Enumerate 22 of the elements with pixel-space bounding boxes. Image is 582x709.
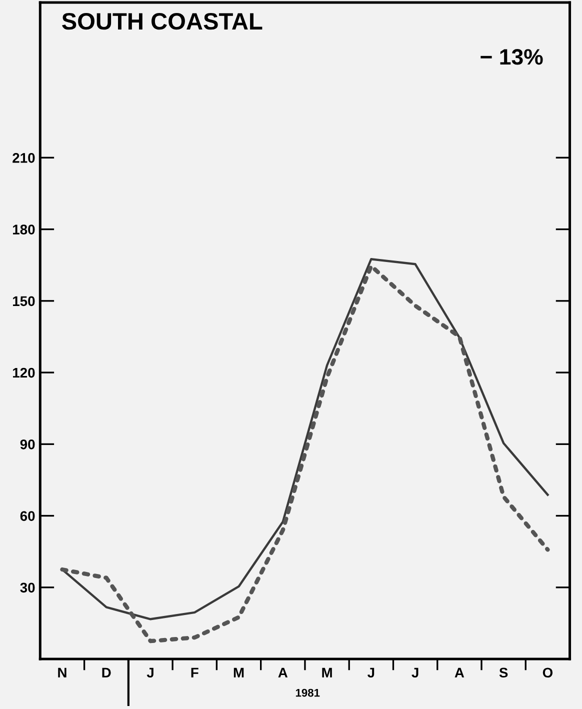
x-tick-label: S — [499, 668, 508, 678]
x-tick-label: M — [322, 668, 332, 678]
y-tick-label: 210 — [12, 152, 35, 163]
x-tick-label: D — [102, 668, 111, 678]
x-tick-label: A — [278, 668, 288, 678]
y-tick-label: 150 — [13, 296, 35, 306]
x-tick-label: J — [368, 668, 374, 678]
x-tick-label: O — [542, 668, 553, 678]
x-tick-label: J — [412, 668, 418, 678]
y-tick-label: 120 — [13, 368, 35, 378]
y-tick-label: 60 — [20, 511, 35, 521]
x-tick-label: F — [191, 668, 198, 678]
y-tick-label: 180 — [13, 224, 35, 234]
x-tick-label: A — [454, 668, 464, 678]
x-tick-label: M — [234, 668, 244, 678]
x-tick-label: N — [58, 668, 66, 678]
annotation: − 13% — [480, 49, 543, 65]
chart-title: SOUTH COASTAL — [62, 12, 262, 30]
text: 1981 — [296, 688, 320, 697]
y-tick-label: 90 — [20, 439, 35, 450]
x-tick-label: J — [146, 668, 154, 678]
y-tick-label: 30 — [20, 582, 35, 593]
